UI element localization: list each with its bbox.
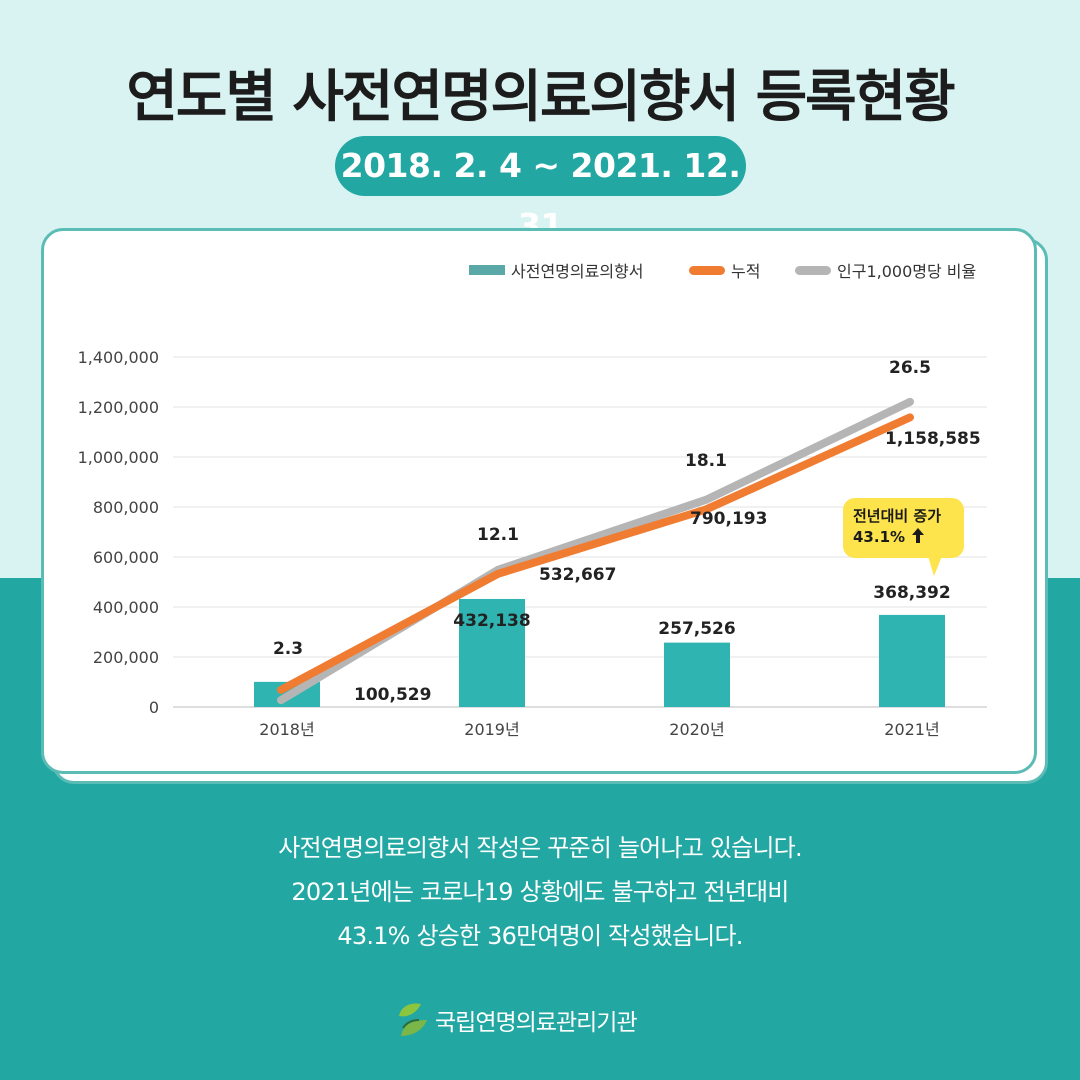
x-tick-label: 2018년 bbox=[259, 720, 314, 739]
y-tick-label: 600,000 bbox=[93, 548, 159, 567]
y-tick-label: 1,000,000 bbox=[78, 448, 159, 467]
legend-item-cumulative: 누적 bbox=[689, 258, 760, 282]
bar bbox=[664, 642, 730, 707]
y-tick-label: 800,000 bbox=[93, 498, 159, 517]
legend-item-ratio: 인구1,000명당 비율 bbox=[795, 258, 976, 282]
callout-pointer bbox=[928, 556, 942, 576]
cumulative-value-label: 1,158,585 bbox=[885, 429, 981, 449]
description-line-3: 43.1% 상승한 36만여명이 작성했습니다. bbox=[337, 922, 743, 950]
x-tick-label: 2021년 bbox=[884, 720, 939, 739]
ratio-value-label: 18.1 bbox=[685, 451, 727, 471]
legend-swatch-bar bbox=[469, 265, 505, 275]
bar-value-label: 257,526 bbox=[658, 619, 735, 639]
description-line-2: 2021년에는 코로나19 상황에도 불구하고 전년대비 bbox=[291, 878, 789, 906]
leaf-logo-icon bbox=[399, 1003, 427, 1036]
legend-swatch-ratio bbox=[795, 265, 831, 275]
cumulative-value-label: 532,667 bbox=[539, 565, 616, 585]
legend-label-ratio: 인구1,000명당 비율 bbox=[837, 262, 977, 281]
y-tick-label: 400,000 bbox=[93, 598, 159, 617]
page-title: 연도별 사전연명의료의향서 등록현황 bbox=[126, 65, 955, 130]
description-line-1: 사전연명의료의향서 작성은 꾸준히 늘어나고 있습니다. bbox=[278, 834, 802, 862]
ratio-value-label: 2.3 bbox=[273, 639, 303, 659]
ratio-line bbox=[277, 397, 914, 705]
cumulative-value-label: 790,193 bbox=[690, 509, 767, 529]
bar bbox=[459, 598, 525, 707]
callout-title: 전년대비 증가 bbox=[853, 507, 942, 525]
legend-label-bar: 사전연명의료의향서 bbox=[511, 262, 644, 281]
yoy-callout: 전년대비 증가 43.1% bbox=[843, 498, 964, 558]
bar-value-label: 368,392 bbox=[873, 583, 950, 603]
y-tick-label: 0 bbox=[149, 698, 159, 717]
x-tick-label: 2020년 bbox=[669, 720, 724, 739]
bar-value-label: 100,529 bbox=[354, 685, 431, 705]
description: 사전연명의료의향서 작성은 꾸준히 늘어나고 있습니다. 2021년에는 코로나… bbox=[0, 826, 1080, 958]
ratio-value-label: 26.5 bbox=[889, 358, 931, 378]
legend-swatch-cumulative bbox=[689, 265, 725, 275]
cumulative-line bbox=[277, 413, 914, 694]
org-name: 국립연명의료관리기관 bbox=[435, 1010, 638, 1036]
legend-item-bar: 사전연명의료의향서 bbox=[469, 258, 643, 282]
chart: 0 200,000 400,000 600,000 800,000 1,000,000 1,… bbox=[78, 348, 987, 739]
y-tick-label: 200,000 bbox=[93, 648, 159, 667]
footer: 국립연명의료관리기관 bbox=[397, 1000, 638, 1040]
y-tick-label: 1,200,000 bbox=[78, 398, 159, 417]
callout-value: 43.1% bbox=[853, 528, 906, 546]
y-tick-label: 1,400,000 bbox=[78, 348, 159, 367]
bar bbox=[879, 614, 945, 707]
bar-value-label: 432,138 bbox=[453, 611, 530, 631]
up-arrow-icon bbox=[912, 528, 925, 543]
ratio-value-label: 12.1 bbox=[477, 525, 519, 545]
period-badge: 2018. 2. 4 ~ 2021. 12. 31 bbox=[335, 136, 746, 245]
x-tick-label: 2019년 bbox=[464, 720, 519, 739]
legend-label-cumulative: 누적 bbox=[731, 262, 761, 281]
